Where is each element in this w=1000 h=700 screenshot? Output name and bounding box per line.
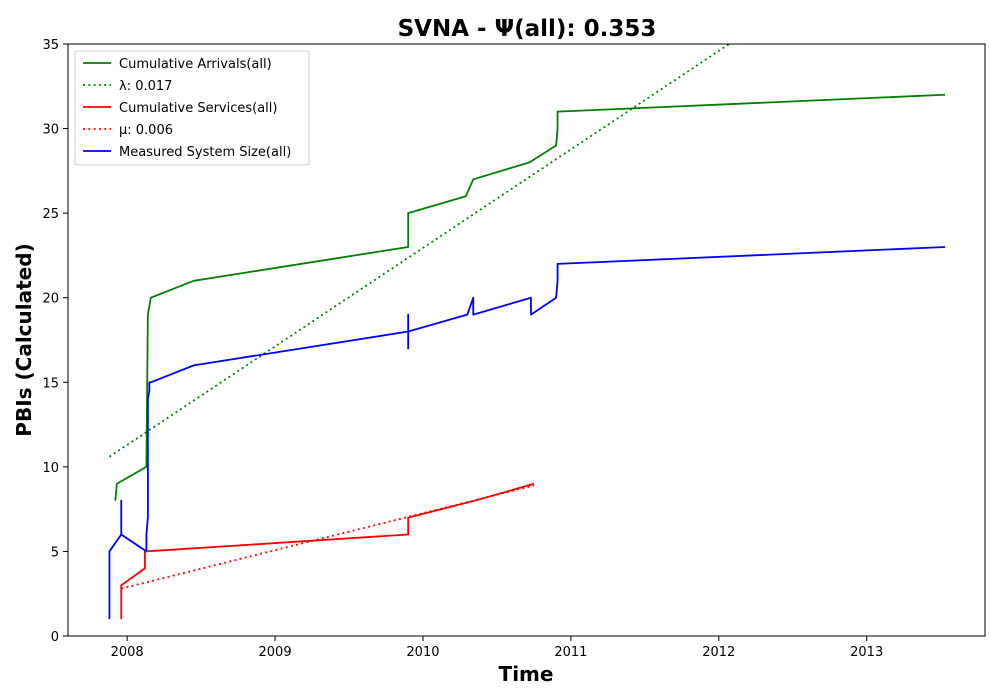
legend: Cumulative Arrivals(all) λ: 0.017 Cumulati…	[75, 51, 309, 165]
y-tick-label: 5	[51, 545, 59, 560]
y-tick-label: 0	[51, 630, 59, 645]
legend-item-label: Measured System Size(all)	[119, 145, 291, 160]
x-tick-label: 2009	[259, 645, 292, 660]
legend-item-label: Cumulative Services(all)	[119, 101, 277, 116]
chart-title: SVNA - Ψ(all): 0.353	[398, 16, 657, 42]
y-tick-label: 15	[42, 376, 59, 391]
x-tick-label: 2008	[111, 645, 144, 660]
legend-item-label: Cumulative Arrivals(all)	[119, 57, 272, 72]
x-tick-label: 2010	[406, 645, 439, 660]
y-axis-title: PBIs (Calculated)	[12, 243, 36, 436]
x-tick-label: 2012	[702, 645, 735, 660]
y-tick-label: 25	[42, 207, 59, 222]
y-tick-label: 10	[42, 461, 59, 476]
legend-item-label: μ: 0.006	[119, 123, 173, 138]
y-tick-label: 35	[42, 38, 59, 53]
legend-item-label: λ: 0.017	[119, 79, 172, 94]
x-tick-label: 2011	[554, 645, 587, 660]
x-tick-label: 2013	[850, 645, 883, 660]
y-tick-label: 30	[42, 123, 59, 138]
x-axis-title: Time	[499, 662, 554, 686]
y-tick-label: 20	[42, 292, 59, 307]
